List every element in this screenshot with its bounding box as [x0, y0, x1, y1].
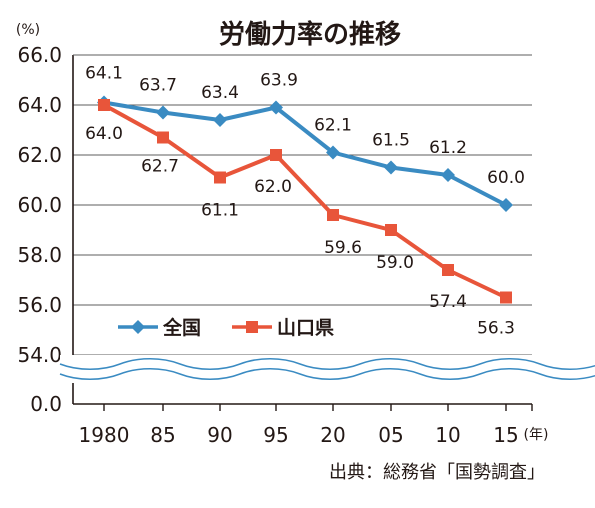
data-point	[500, 291, 512, 304]
data-point	[326, 145, 340, 160]
axis-break-wave	[59, 358, 595, 370]
x-unit-label: (年)	[524, 427, 549, 443]
data-point	[270, 149, 282, 161]
data-label: 64.1	[85, 64, 123, 84]
x-tick-labels: 1980 85 90 95 20 05 10 15	[79, 404, 533, 447]
series-national: 64.1 63.7 63.4 63.9 62.1 61.5 61.2 60.0	[85, 64, 525, 212]
y-tick-label: 60.0	[17, 193, 62, 217]
y-tick-label: 58.0	[17, 243, 62, 267]
data-point	[156, 105, 170, 120]
legend-marker	[246, 321, 258, 333]
series-line	[103, 100, 507, 207]
data-point	[441, 168, 455, 182]
x-tick-label: 90	[207, 423, 232, 447]
data-point	[499, 198, 513, 212]
legend: 全国 山口県	[118, 316, 334, 339]
y-tick-label: 56.0	[17, 293, 62, 317]
data-label: 61.1	[201, 201, 239, 221]
x-tick-label: 95	[263, 423, 288, 447]
data-point	[214, 171, 226, 184]
data-label: 57.4	[429, 292, 467, 312]
source-note: 出典：総務省「国勢調査」	[329, 462, 545, 483]
x-tick-label: 85	[150, 423, 175, 447]
data-point	[442, 264, 454, 276]
y-tick-label: 66.0	[17, 43, 62, 67]
data-label: 59.0	[376, 253, 414, 273]
data-point	[98, 99, 110, 111]
x-tick-label: 20	[320, 423, 345, 447]
axes	[72, 54, 532, 405]
y-tick-label: 64.0	[17, 93, 62, 117]
legend-label: 山口県	[277, 317, 334, 339]
data-point	[213, 113, 227, 127]
x-tick-label: 15	[493, 423, 518, 447]
data-label: 62.7	[141, 157, 179, 177]
data-label: 64.0	[85, 124, 123, 144]
x-tick-label: 1980	[79, 423, 130, 447]
data-point	[384, 160, 398, 175]
data-label: 61.2	[429, 138, 467, 158]
chart-title: 労働力率の推移	[219, 19, 401, 50]
data-label: 56.3	[477, 319, 515, 339]
axis-break	[59, 355, 595, 383]
legend-label: 全国	[162, 316, 201, 339]
data-label: 62.0	[254, 177, 292, 197]
data-label: 63.7	[139, 76, 177, 96]
y-tick-label: 54.0	[17, 343, 62, 367]
data-point	[269, 100, 283, 115]
series-line	[103, 103, 507, 300]
data-point	[385, 224, 397, 236]
data-label: 59.6	[324, 238, 362, 258]
x-tick-label: 05	[378, 423, 403, 447]
data-label: 63.9	[260, 71, 298, 91]
series-yamaguchi: 64.0 62.7 61.1 62.0 59.6 59.0 57.4 56.3	[85, 99, 515, 339]
y-tick-label: 0.0	[30, 392, 62, 416]
y-tick-label: 62.0	[17, 143, 62, 167]
data-point	[327, 209, 339, 221]
data-label: 62.1	[314, 116, 352, 136]
axis-break-mask	[60, 355, 545, 383]
y-unit-label: (%)	[16, 22, 40, 38]
axis-break-wave	[59, 368, 595, 380]
data-label: 60.0	[487, 168, 525, 188]
data-label: 63.4	[201, 83, 239, 103]
series-group: 64.1 63.7 63.4 63.9 62.1 61.5 61.2 60.0 64.0 62.7…	[85, 64, 525, 339]
data-label: 61.5	[372, 131, 410, 151]
legend-marker	[131, 320, 145, 334]
x-tick-label: 10	[435, 423, 460, 447]
data-point	[157, 131, 169, 144]
y-tick-labels: 66.0 64.0 62.0 60.0 58.0 56.0 54.0 0.0	[17, 43, 62, 416]
